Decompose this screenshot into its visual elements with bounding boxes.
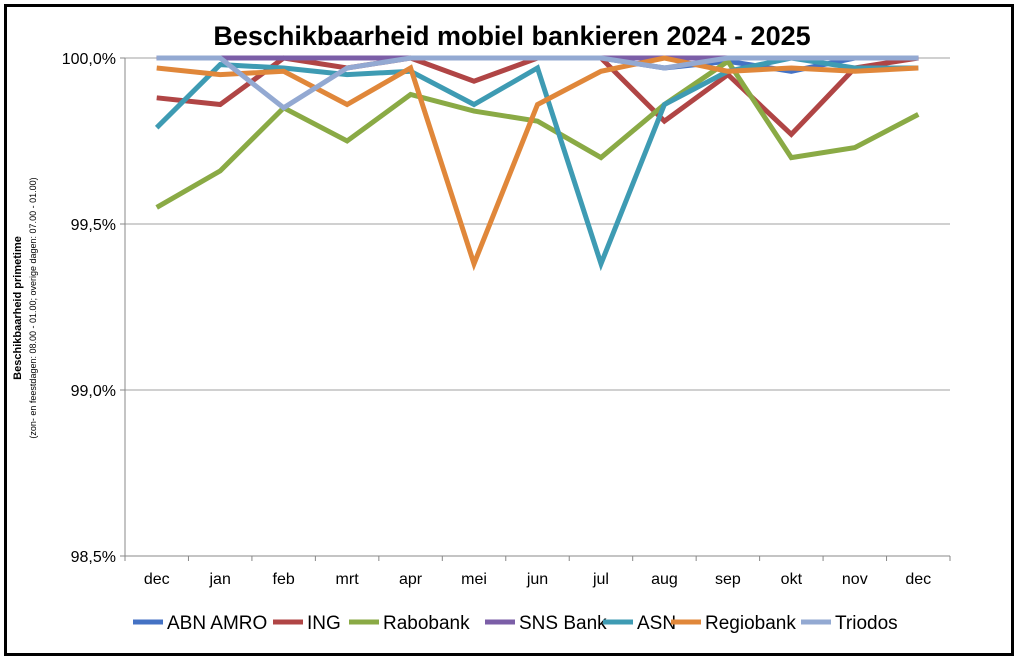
chart-title: Beschikbaarheid mobiel bankieren 2024 - … [213,21,810,51]
x-tick-label: dec [144,571,170,588]
legend-label: ING [307,613,341,634]
legend-label: ASN [637,613,676,634]
x-tick-label: mrt [336,571,360,588]
x-tick-label: feb [273,571,295,588]
series-line-triodos [156,55,919,111]
x-tick-label: dec [905,571,931,588]
y-tick-label: 99,0% [71,383,116,400]
y-tick-label: 99,5% [71,217,116,234]
y-tick-label: 98,5% [71,549,116,566]
x-tick-label: jan [209,571,231,588]
legend-label: SNS Bank [519,613,607,634]
x-tick-label: aug [651,571,678,588]
y-axis-label: Beschikbaarheid primetime [12,236,24,380]
legend-label: Triodos [835,613,898,634]
y-tick-label: 100,0% [62,51,116,68]
x-tick-label: jul [592,571,609,588]
legend-label: ABN AMRO [167,613,267,634]
legend-label: Rabobank [383,613,470,634]
x-tick-label: okt [781,571,803,588]
y-axis-sublabel: (zon- en feestdagen: 08.00 - 01.00; over… [28,177,38,438]
x-tick-label: sep [715,571,741,588]
series-line-asn [154,55,919,272]
series-line-regiobank [156,55,919,272]
x-tick-label: nov [842,571,868,588]
x-tick-label: jun [526,571,548,588]
x-tick-label: mei [461,571,487,588]
x-tick-label: apr [399,571,423,588]
legend-label: Regiobank [705,613,796,634]
series-line-rabobank [155,57,920,210]
